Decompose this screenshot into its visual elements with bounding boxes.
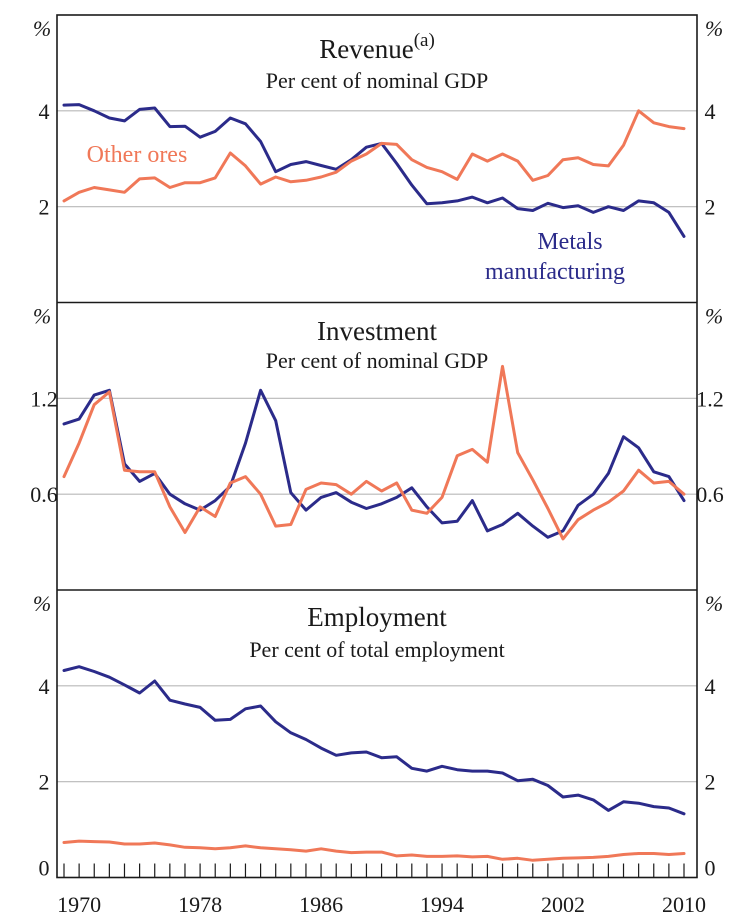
- y-tick-right-investment-1: 1.2: [696, 386, 724, 411]
- panel-title-note-marker: (a): [414, 30, 435, 51]
- frame-layer: [56, 14, 698, 879]
- panel-subtitle-employment: Per cent of total employment: [249, 637, 504, 662]
- panel-title-text-investment: Investment: [317, 316, 437, 346]
- plot-frame: [56, 14, 698, 879]
- line-employment-metals-manufacturing: [62, 665, 686, 816]
- unit-label-right-revenue: %: [705, 16, 723, 41]
- x-tick-label-1994: 1994: [420, 892, 464, 917]
- unit-label-left-employment: %: [33, 591, 51, 616]
- line-revenue-other-ores: [62, 109, 686, 203]
- x-tick-label-2010: 2010: [662, 892, 706, 917]
- y-tick-left-employment-1: 2: [39, 770, 50, 795]
- y-tick-left-investment-1: 1.2: [30, 386, 58, 411]
- x-tick-label-2002: 2002: [541, 892, 585, 917]
- y-tick-right-employment-0: 0: [705, 856, 716, 881]
- unit-label-left-revenue: %: [33, 16, 51, 41]
- panel-subtitle-revenue: Per cent of nominal GDP: [266, 68, 488, 93]
- y-tick-left-revenue-0: 2: [39, 195, 50, 220]
- panel-title-text-revenue: Revenue: [319, 34, 413, 64]
- series-label-other-ores: Other ores: [87, 142, 188, 168]
- line-revenue-metals-manufacturing: [62, 103, 686, 238]
- unit-label-right-investment: %: [705, 304, 723, 329]
- line-investment-metals-manufacturing: [62, 388, 686, 539]
- y-tick-left-employment-2: 4: [39, 674, 50, 699]
- panel-title-revenue: Revenue(a): [319, 30, 435, 64]
- series-label-metals-manufacturing-line1: Metals: [537, 229, 602, 255]
- panel-title-employment: Employment: [307, 602, 447, 632]
- text-layer: 2 2 4 4% % Revenue(a) Per cent of nominal GDP 0…: [30, 16, 724, 917]
- x-tick-label-1978: 1978: [178, 892, 222, 917]
- panel-subtitle-investment: Per cent of nominal GDP: [266, 348, 488, 373]
- unit-label-right-employment: %: [705, 591, 723, 616]
- y-tick-right-employment-2: 4: [705, 674, 716, 699]
- y-tick-right-revenue-0: 2: [705, 195, 716, 220]
- x-tick-label-1986: 1986: [299, 892, 343, 917]
- panel-title-text-employment: Employment: [307, 602, 447, 632]
- series-label-metals-manufacturing-line2: manufacturing: [485, 259, 625, 285]
- line-investment-other-ores: [62, 364, 686, 541]
- y-tick-right-investment-0: 0.6: [696, 482, 724, 507]
- line-employment-other-ores: [62, 839, 686, 862]
- unit-label-left-investment: %: [33, 304, 51, 329]
- x-tick-label-1970: 1970: [57, 892, 101, 917]
- y-tick-right-revenue-1: 4: [705, 99, 716, 124]
- panel-title-investment: Investment: [317, 316, 437, 346]
- y-tick-left-revenue-1: 4: [39, 99, 50, 124]
- y-tick-right-employment-1: 2: [705, 770, 716, 795]
- y-tick-left-investment-0: 0.6: [30, 482, 58, 507]
- y-tick-left-employment-0: 0: [39, 856, 50, 881]
- series-layer: [62, 103, 686, 862]
